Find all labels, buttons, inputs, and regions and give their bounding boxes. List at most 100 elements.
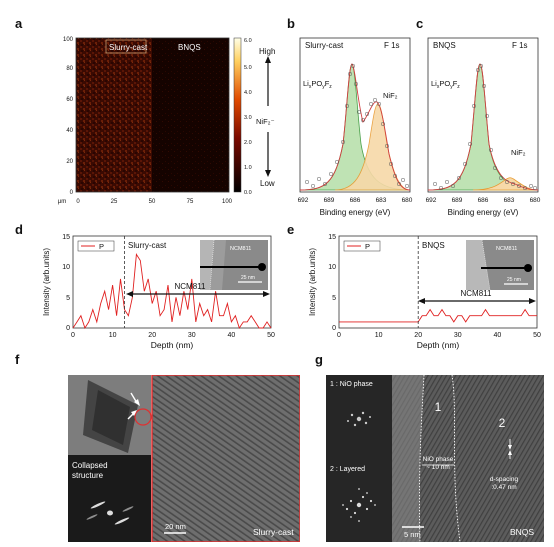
cbar-tick-6: 6.0 (244, 38, 252, 44)
e-region-label: NCM811 (461, 289, 493, 298)
d-xtick-2: 20 (148, 332, 156, 339)
a-x-unit: μm (58, 199, 66, 205)
e-inset-image: NCM811 25 nm (466, 239, 534, 291)
c-xtick-4: 680 (530, 197, 541, 204)
e-xtick-2: 20 (414, 332, 422, 339)
d-ytick-3: 15 (62, 234, 70, 241)
panel-letter-g: g (315, 352, 323, 367)
g-fft1-label: 1 : NiO phase (330, 381, 373, 388)
bnqs-map (152, 38, 229, 192)
a-xtick-1: 25 (111, 199, 118, 205)
e-xtick-1: 10 (375, 332, 383, 339)
d-sample: Slurry-cast (128, 241, 167, 250)
g-sample: BNQS (510, 527, 534, 537)
d-legend-label: P (99, 242, 104, 251)
b-sample: Slurry-cast (305, 41, 344, 50)
b-xlabel: Binding energy (eV) (320, 208, 391, 217)
b-peak2-label: NiF₂ (383, 91, 398, 100)
e-ytick-1: 5 (332, 295, 336, 302)
slurry-label-box (105, 39, 147, 54)
a-ytick-1: 20 (66, 159, 73, 165)
e-xtick-3: 30 (454, 332, 462, 339)
e-xlabel: Depth (nm) (417, 340, 460, 350)
d-ytick-0: 0 (66, 325, 70, 332)
b-region: F 1s (384, 41, 400, 50)
f-hrtem-image (151, 375, 300, 542)
d-scalebar: 25 nm (241, 275, 255, 281)
d-legend (77, 240, 115, 252)
panel-b-xps: Slurry-cast F 1s LixPOyFz NiF₂ 692 689 6… (298, 37, 413, 217)
a-xtick-4: 100 (222, 199, 233, 205)
g-fft2-label: 2 : Layered (330, 466, 365, 473)
g-nio-note-1: NiO phase (423, 456, 454, 463)
colorbar (233, 37, 242, 193)
a-xtick-0: 0 (76, 199, 80, 205)
a-xtick-2: 50 (149, 199, 156, 205)
e-xtick-0: 0 (337, 332, 341, 339)
c-data-points (432, 63, 538, 191)
slurry-cast-label: Slurry-cast (109, 43, 148, 52)
g-region1: 1 (435, 400, 442, 414)
panel-letter-b: b (287, 16, 295, 31)
slurry-cast-map (76, 38, 152, 192)
g-nio-note-2: ~ 10 nm (426, 464, 450, 471)
cbar-tick-2: 2.0 (244, 140, 252, 146)
a-ytick-2: 40 (66, 128, 73, 134)
c-xtick-0: 692 (426, 197, 437, 204)
cbar-high: High (259, 47, 275, 56)
a-xtick-3: 75 (187, 199, 194, 205)
g-fft2-image (326, 459, 392, 542)
bnqs-label: BNQS (178, 43, 201, 52)
panel-d-chart: P Slurry-cast NCM811 25 nm NCM811 0 5 10… (42, 234, 275, 350)
d-inset-label: NCM811 (230, 246, 251, 252)
f-sample: Slurry-cast (253, 527, 294, 537)
d-xtick-4: 40 (228, 332, 236, 339)
panel-letter-e: e (287, 222, 295, 237)
a-ytick-4: 80 (66, 66, 73, 72)
e-ylabel: Intensity (arb.units) (308, 248, 317, 316)
d-series-line-0 (72, 253, 272, 330)
b-xtick-3: 683 (376, 197, 387, 204)
d-ytick-1: 5 (66, 295, 70, 302)
c-region: F 1s (512, 41, 528, 50)
c-xtick-3: 683 (504, 197, 515, 204)
panel-letter-f: f (15, 352, 20, 367)
e-legend-label: P (365, 242, 370, 251)
c-xtick-1: 689 (452, 197, 463, 204)
b-xtick-2: 686 (350, 197, 361, 204)
g-dspacing-2: :0.47 nm (491, 484, 516, 491)
e-legend (343, 240, 381, 252)
e-sample: BNQS (422, 241, 445, 250)
panel-letter-d: d (15, 222, 23, 237)
d-inset-image: NCM811 25 nm (200, 239, 268, 291)
a-ytick-3: 60 (66, 97, 73, 103)
a-ytick-0: 0 (70, 190, 74, 196)
cbar-tick-0: 0.0 (244, 190, 252, 196)
g-scalebar: 5 nm (404, 530, 421, 539)
d-ytick-2: 10 (62, 264, 70, 271)
c-sample: BNQS (433, 41, 456, 50)
b-data-points (304, 63, 410, 189)
e-ytick-2: 10 (328, 264, 336, 271)
e-series-line-0 (339, 308, 537, 323)
panel-letter-a: a (15, 16, 23, 31)
panel-g-tem: 1 : NiO phase 2 : Layered 1 2 NiO phase … (326, 375, 544, 542)
f-scalebar: 20 nm (165, 522, 186, 531)
g-region2: 2 (499, 416, 506, 430)
e-inset-label: NCM811 (496, 246, 517, 252)
panel-letter-c: c (416, 16, 424, 31)
f-inset-label-2: structure (72, 471, 104, 480)
b-xtick-0: 692 (298, 197, 309, 204)
cbar-low: Low (260, 179, 275, 188)
d-ylabel: Intensity (arb.units) (42, 248, 51, 316)
panel-c-xps: BNQS F 1s LixPOyFz NiF₂ 692 689 686 683 … (426, 37, 541, 217)
a-ytick-5: 100 (63, 37, 74, 43)
cbar-label: NiF₂⁻ (256, 117, 275, 126)
d-region-label: NCM811 (175, 282, 207, 291)
e-xtick-5: 50 (533, 332, 541, 339)
d-xtick-5: 50 (267, 332, 275, 339)
panel-f-tem: Collapsed structure 20 nm Slurry-cast (68, 375, 300, 542)
d-xtick-3: 30 (188, 332, 196, 339)
f-fft-image (68, 455, 151, 542)
c-xtick-2: 686 (478, 197, 489, 204)
